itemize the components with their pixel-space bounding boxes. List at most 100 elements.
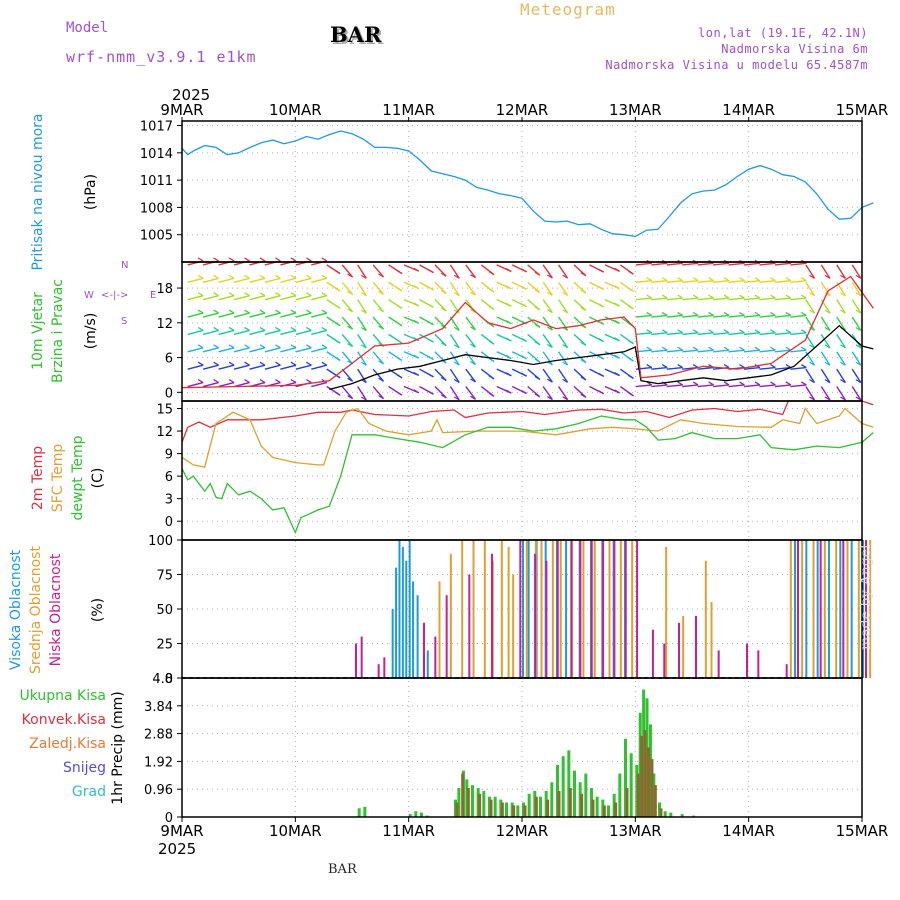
bar-mark xyxy=(653,785,657,817)
wind-barb-head xyxy=(347,273,353,278)
wind-barb-head xyxy=(754,346,761,351)
y-tick-label: 0.96 xyxy=(144,783,173,798)
wind-barb-head xyxy=(396,374,403,379)
time-label-bottom: 11MAR xyxy=(382,822,435,840)
wind-barb-head xyxy=(739,364,745,369)
wind-barb-head xyxy=(488,271,495,276)
wind-barb xyxy=(666,314,683,318)
wind-barb-head xyxy=(396,322,403,327)
wind-barb xyxy=(682,332,699,336)
precip-legend-item: Konvek.Kisa xyxy=(22,712,106,728)
wind-barb-head xyxy=(413,354,420,359)
bar-mark xyxy=(614,802,618,817)
wind-barb-head xyxy=(661,277,668,282)
wind-barb-head xyxy=(259,292,266,297)
wind-barb-head xyxy=(770,381,776,386)
wind-barb-head xyxy=(855,344,862,349)
wind-barb-head xyxy=(824,379,831,384)
wind-barb-head xyxy=(213,361,219,366)
wind-barb xyxy=(651,314,668,318)
bar-mark xyxy=(423,622,425,678)
wind-barb-head xyxy=(754,294,761,299)
wind-barb-head xyxy=(361,309,367,314)
bar-mark xyxy=(757,650,760,678)
wind-barb-head xyxy=(213,274,219,279)
y-tick-label: 2.88 xyxy=(144,728,173,743)
wind-barb-head xyxy=(334,270,341,275)
wind-barb-head xyxy=(547,396,553,401)
bar-mark xyxy=(582,540,585,678)
wind-barb-head xyxy=(628,305,634,310)
bar-mark xyxy=(505,802,508,817)
wind-barb xyxy=(743,332,761,336)
wind-barb-head xyxy=(334,322,341,327)
wind-barb xyxy=(233,347,250,353)
wind-barb xyxy=(295,329,312,336)
wind-barb xyxy=(311,364,327,370)
time-label-top: 9MAR xyxy=(160,101,203,119)
wind-barb xyxy=(311,381,327,388)
wind-barb-head xyxy=(440,394,447,399)
wind-barb xyxy=(465,281,477,296)
wind-barb xyxy=(280,364,297,370)
wind-barb xyxy=(233,364,250,370)
wind-barb-head xyxy=(534,271,541,276)
wind-barb-head xyxy=(521,337,527,342)
wind-barb xyxy=(774,332,791,336)
dewpt-axis-label: dewpt Temp xyxy=(70,435,86,520)
wind-barb xyxy=(836,299,846,314)
bar-mark xyxy=(819,540,822,678)
wind-barb xyxy=(666,297,683,301)
wind-barb xyxy=(805,299,816,314)
wind-barb-head xyxy=(785,381,792,386)
wind-barb-head xyxy=(824,292,831,297)
wind-barb-head xyxy=(228,257,235,262)
wind-barb-head xyxy=(506,354,512,359)
wind-barb xyxy=(357,334,367,349)
wind-barb-head xyxy=(334,287,341,292)
wind-barb-head xyxy=(275,274,281,279)
wind-barb xyxy=(790,297,807,301)
wind-barb xyxy=(341,299,354,313)
wind-barb xyxy=(820,368,831,383)
wind-barb-head xyxy=(506,267,512,273)
bar-mark xyxy=(395,567,398,678)
wind-barb-head xyxy=(488,305,495,310)
wind-barb-head xyxy=(562,378,568,383)
wind-barb-head xyxy=(259,257,266,262)
wind-barb xyxy=(790,366,807,370)
wind-barb-head xyxy=(598,268,605,273)
wind-barb xyxy=(728,297,745,301)
wind-barb xyxy=(449,368,460,383)
bar-mark xyxy=(640,735,644,817)
pressure-axis-label: Pritisak na nivou mora xyxy=(30,113,46,270)
y-tick-label: 1008 xyxy=(140,201,173,216)
compass-east: E xyxy=(150,290,156,301)
wind-barb-head xyxy=(488,340,495,345)
wind-barb xyxy=(651,366,668,370)
wind-barb-head xyxy=(334,304,341,309)
wind-barb-head xyxy=(661,346,668,351)
wind-axis-label: 10m Vjetar xyxy=(30,292,46,370)
wind-barb xyxy=(682,314,699,318)
wind-barb xyxy=(713,332,730,336)
wind-barb-head xyxy=(321,292,328,297)
wind-barb xyxy=(774,349,791,353)
wind-barb-head xyxy=(396,270,403,275)
wind-barb-head xyxy=(413,371,420,376)
wind-barb xyxy=(851,281,862,297)
wind-barb-head xyxy=(244,361,250,366)
wind-barb-head xyxy=(562,344,568,349)
wind-barb xyxy=(836,316,846,331)
wind-barb-head xyxy=(534,341,541,346)
wind-barb xyxy=(635,314,652,318)
bar-mark xyxy=(546,799,550,817)
wind-barb-head xyxy=(361,326,367,331)
wind-barb-head xyxy=(534,358,541,363)
wind-barb xyxy=(635,262,652,266)
bar-mark xyxy=(438,581,441,678)
wind-barb-head xyxy=(661,311,668,316)
wind-barb-head xyxy=(361,396,367,401)
bar-mark xyxy=(857,540,860,678)
wind-barb-head xyxy=(506,389,512,394)
